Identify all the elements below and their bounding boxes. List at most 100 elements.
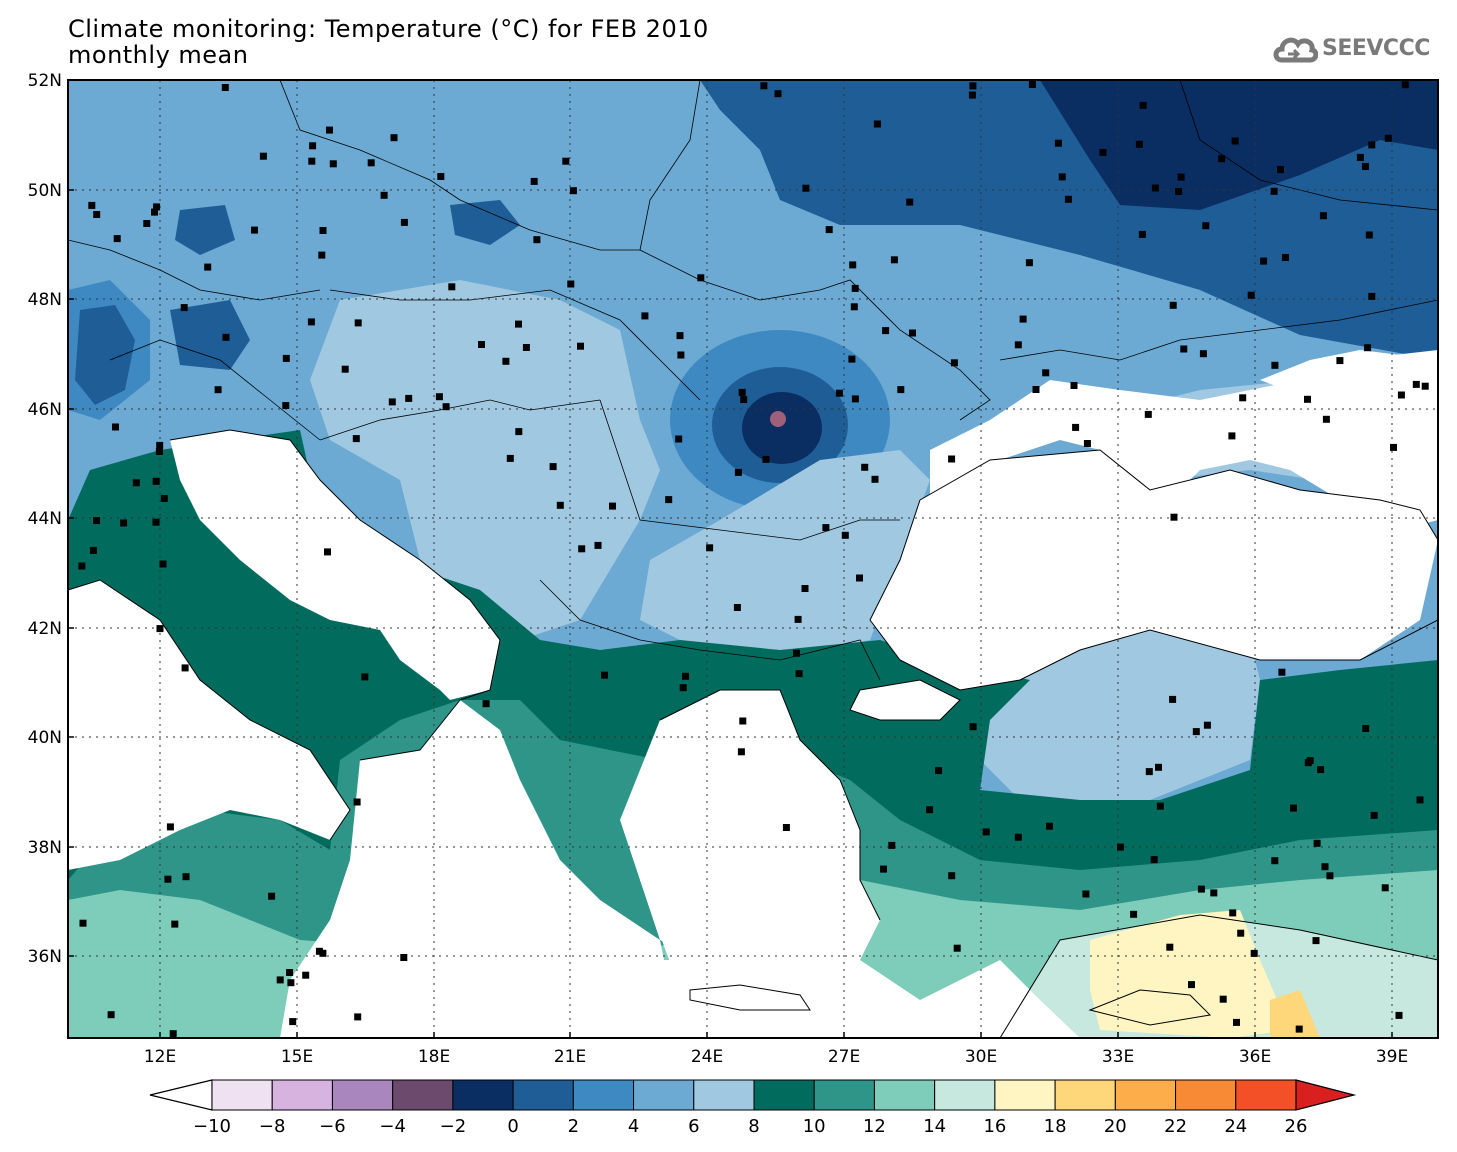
station-marker [1290,804,1297,812]
station-marker [1025,259,1033,267]
station-marker [1319,212,1327,220]
station-marker [968,91,976,99]
station-marker [1028,81,1036,88]
station-marker [697,274,705,282]
lat-label: 44N [28,509,62,529]
station-marker [567,280,575,288]
station-marker [309,142,317,150]
station-marker [1135,140,1143,148]
colorbar-swatch [211,1079,273,1111]
station-marker [851,284,859,292]
colorbar-swatch [1175,1079,1237,1111]
station-marker [1368,141,1376,149]
station-marker [1390,443,1397,451]
station-marker [78,562,86,570]
colorbar-swatch [934,1079,996,1111]
station-marker [1169,695,1177,703]
colorbar-swatch [633,1079,695,1111]
cold-zone-austria [170,300,250,370]
station-marker [156,441,164,449]
station-marker [1304,759,1312,767]
station-marker [856,574,863,582]
colorbar-label: −8 [259,1116,286,1137]
lat-labels: 52N 50N 48N 46N 44N 42N 40N 38N 36N [28,71,62,967]
station-marker [502,357,510,365]
station-marker [739,717,747,725]
station-marker [1203,721,1211,729]
station-marker [1218,155,1226,163]
lon-label: 24E [691,1047,723,1067]
station-marker [1042,369,1050,377]
cold-zone-czech [175,205,235,255]
station-marker [282,354,290,362]
station-marker [1054,139,1062,147]
station-marker [953,944,961,952]
station-marker [888,841,896,849]
colorbar-label: 20 [1104,1116,1127,1137]
colorbar-swatch [392,1079,454,1111]
station-marker [1362,725,1370,732]
station-marker [1117,843,1124,851]
station-marker [1270,187,1278,195]
colorbar-label: 26 [1285,1116,1308,1137]
station-marker [733,604,741,611]
station-marker [1188,981,1195,989]
plot-frame [67,79,1439,1039]
station-marker [1233,1018,1240,1026]
station-marker [676,332,684,340]
station-markers [78,81,1429,1038]
coastlines [68,429,1438,1038]
station-marker [1397,391,1405,399]
station-marker [1237,929,1245,937]
logo-text: SEEVCCC [1322,35,1430,61]
station-marker [166,823,174,831]
station-marker [151,208,158,216]
station-marker [112,423,119,431]
cloud-icon [1273,37,1318,63]
station-marker [152,518,160,526]
station-marker [1247,291,1255,299]
station-marker [1130,910,1138,918]
station-marker [88,201,96,209]
station-marker [1169,301,1177,309]
station-marker [801,585,809,592]
station-marker [1014,341,1022,349]
lon-ticks [159,1032,1393,1038]
colorbar-label: 22 [1164,1116,1187,1137]
station-marker [437,173,445,180]
colorbar-swatch [813,1079,875,1111]
mild-zone-black-sea-west [640,450,930,660]
lon-label: 33E [1102,1047,1134,1067]
station-marker [390,134,398,142]
station-marker [367,159,375,167]
station-marker [926,806,934,814]
lon-label: 27E [828,1047,860,1067]
station-marker [880,865,887,873]
station-marker [641,312,649,320]
station-marker [1138,230,1146,238]
coldest-zone-northeast [1040,80,1438,210]
colorbar-label: 8 [748,1116,759,1137]
station-marker [950,359,958,367]
lon-label: 36E [1239,1047,1271,1067]
station-marker [1370,811,1378,819]
station-marker [969,82,977,90]
station-marker [388,398,396,406]
cold-zone-slovakia [450,200,520,245]
station-marker [1019,315,1027,323]
station-marker [897,386,905,394]
station-marker [1070,382,1078,389]
station-marker [737,748,745,756]
station-marker [1322,415,1330,423]
title-line-1: Climate monitoring: Temperature (°C) for… [68,15,709,43]
station-marker [380,191,388,199]
sea-aegean-lower [640,880,860,1000]
station-marker [909,329,916,337]
lon-label: 39E [1376,1047,1408,1067]
station-marker [506,454,514,462]
station-marker [405,394,413,402]
station-marker [1401,81,1409,89]
station-marker [533,236,541,244]
station-marker [214,386,222,394]
station-marker [982,828,990,836]
